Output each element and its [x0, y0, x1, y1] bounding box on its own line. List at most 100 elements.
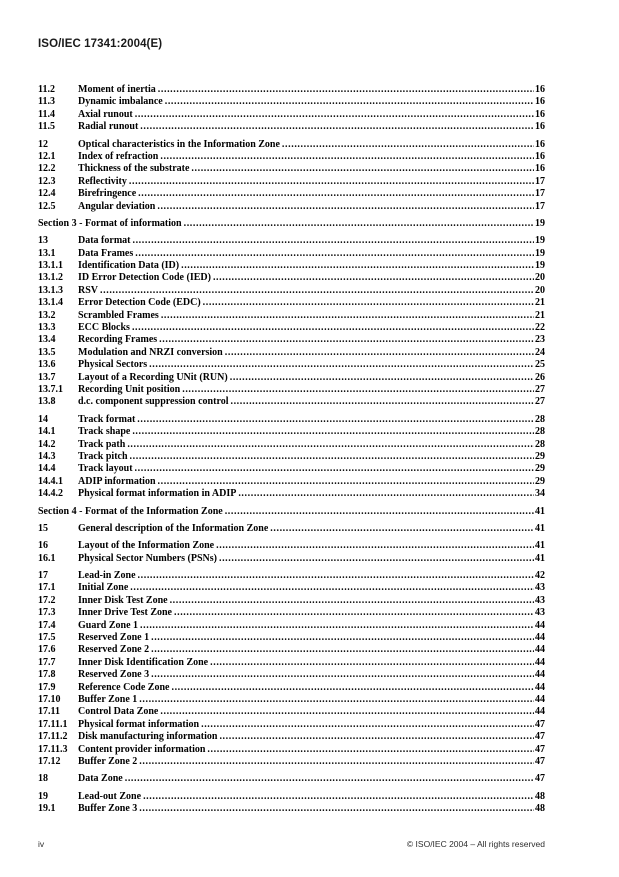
- toc-dot-leader: [230, 396, 534, 408]
- toc-entry-title: ECC Blocks: [78, 322, 130, 334]
- toc-entry: 13.8 d.c. component suppression control 27: [38, 396, 545, 408]
- toc-dot-leader: [170, 595, 534, 607]
- toc-entry: 17.8 Reserved Zone 3 44: [38, 669, 545, 681]
- toc-entry-title: Layout of the Information Zone: [78, 540, 215, 552]
- toc-entry: 11.5 Radial runout 16: [38, 121, 545, 133]
- toc-entry-number: 17.11.1: [38, 718, 68, 730]
- toc-entry-page-number: 29: [535, 475, 545, 487]
- toc-entry-number: 18: [38, 773, 48, 785]
- toc-entry-page-number: 44: [535, 632, 545, 644]
- toc-entry-page-number: 22: [535, 322, 545, 334]
- toc-dot-leader: [140, 121, 534, 133]
- toc-entry-number: 14.4.2: [38, 488, 63, 500]
- toc-entry: 13 Data format 19: [38, 235, 545, 247]
- toc-entry-number: 17.11.2: [38, 731, 68, 743]
- toc-entry: 16 Layout of the Information Zone 41: [38, 540, 545, 552]
- toc-entry-number: 13.4: [38, 334, 56, 346]
- toc-dot-leader: [181, 260, 534, 272]
- toc-entry-title: Section 3 - Format of information: [38, 217, 182, 229]
- toc-dot-leader: [207, 744, 534, 756]
- toc-entry-page-number: 26: [535, 371, 545, 383]
- toc-entry-page-number: 44: [535, 681, 545, 693]
- toc-entry-title: Guard Zone 1: [78, 619, 139, 631]
- toc-entry-title: Lead-in Zone: [78, 570, 136, 582]
- toc-entry: 17.7 Inner Disk Identification Zone 44: [38, 657, 545, 669]
- toc-entry-number: 14.4.1: [38, 475, 63, 487]
- toc-entry-page-number: 41: [535, 540, 545, 552]
- toc-entry: 13.7.1 Recording Unit position 27: [38, 384, 545, 396]
- toc-entry-page-number: 16: [535, 138, 545, 150]
- toc-entry: 14.4 Track layout 29: [38, 463, 545, 475]
- toc-entry-title: Buffer Zone 3: [78, 803, 138, 815]
- toc-entry-title: Data Frames: [78, 247, 134, 259]
- toc-entry-title: Data Zone: [78, 773, 123, 785]
- toc-entry: 13.1.4 Error Detection Code (EDC) 21: [38, 297, 545, 309]
- toc: 11.2 Moment of inertia 16 11.3 Dynamic imbal…: [38, 84, 545, 815]
- toc-entry-page-number: 16: [535, 96, 545, 108]
- toc-entry-page-number: 16: [535, 121, 545, 133]
- toc-dot-leader: [100, 285, 534, 297]
- toc-entry-title: Recording Unit position: [78, 383, 181, 395]
- toc-entry-number: 14.3: [38, 450, 56, 462]
- toc-entry-title: Index of refraction: [78, 150, 159, 162]
- toc-entry: 17.11 Control Data Zone 44: [38, 706, 545, 718]
- toc-group: 14 Track format 28 14.1 Track shape 28 14.2 Tra…: [38, 414, 545, 501]
- toc-entry-page-number: 41: [535, 522, 545, 534]
- toc-entry: 14 Track format 28: [38, 414, 545, 426]
- toc-entry-page-number: 19: [535, 235, 545, 247]
- toc-entry-title: Reserved Zone 3: [78, 669, 150, 681]
- toc-entry-title: Reference Code Zone: [78, 681, 170, 693]
- toc-entry-page-number: 28: [535, 413, 545, 425]
- toc-entry: 13.6 Physical Sectors 25: [38, 359, 545, 371]
- toc-entry-number: 11.2: [38, 84, 55, 95]
- toc-entry: 12.2 Thickness of the substrate 16: [38, 163, 545, 175]
- toc-entry-number: 13.6: [38, 359, 56, 371]
- toc-entry-title: General description of the Information Z…: [78, 522, 269, 534]
- toc-dot-leader: [230, 372, 534, 384]
- toc-entry-page-number: 16: [535, 150, 545, 162]
- toc-entry-title: Dynamic imbalance: [78, 96, 163, 108]
- toc-entry-page-number: 24: [535, 346, 545, 358]
- toc-entry-number: 12.4: [38, 188, 56, 200]
- toc-entry-page-number: 17: [535, 175, 545, 187]
- toc-dot-leader: [160, 151, 534, 163]
- toc-dot-leader: [191, 163, 534, 175]
- toc-group: 11.2 Moment of inertia 16 11.3 Dynamic imbal…: [38, 84, 545, 134]
- toc-entry-title: Initial Zone: [78, 582, 129, 594]
- toc-entry-number: 17.5: [38, 632, 56, 644]
- toc-entry-page-number: 29: [535, 450, 545, 462]
- toc-entry-number: 13.1.2: [38, 272, 63, 284]
- toc-entry: 12.1 Index of refraction 16: [38, 151, 545, 163]
- toc-entry-page-number: 41: [535, 505, 545, 517]
- toc-entry: 12.5 Angular deviation 17: [38, 201, 545, 213]
- toc-dot-leader: [125, 773, 534, 785]
- toc-entry-number: 17.10: [38, 693, 61, 705]
- toc-dot-leader: [135, 463, 534, 475]
- toc-dot-leader: [216, 540, 534, 552]
- toc-entry-number: 17.9: [38, 681, 56, 693]
- toc-entry-number: 19.1: [38, 803, 56, 815]
- toc-entry-number: 13.7: [38, 371, 56, 383]
- toc-entry: 13.1.2 ID Error Detection Code (IED) 20: [38, 272, 545, 284]
- toc-dot-leader: [182, 384, 534, 396]
- toc-entry-number: 17.11.3: [38, 743, 68, 755]
- toc-entry: 17.2 Inner Disk Test Zone 43: [38, 595, 545, 607]
- toc-entry-title: ID Error Detection Code (IED): [78, 272, 211, 284]
- toc-entry-number: 14.2: [38, 438, 56, 450]
- toc-entry: 15 General description of the Information…: [38, 523, 545, 535]
- toc-entry: 13.2 Scrambled Frames 21: [38, 310, 545, 322]
- toc-group: 16 Layout of the Information Zone 41 16.1 Ph…: [38, 540, 545, 565]
- toc-dot-leader: [157, 201, 534, 213]
- toc-group: 18 Data Zone 47: [38, 773, 545, 785]
- toc-entry-page-number: 48: [535, 803, 545, 815]
- toc-entry-title: Track shape: [78, 426, 131, 438]
- toc-entry-number: 13.1: [38, 247, 56, 259]
- toc-dot-leader: [129, 176, 534, 188]
- toc-entry-number: 12.2: [38, 163, 56, 175]
- toc-entry-page-number: 25: [535, 359, 545, 371]
- toc-entry-page-number: 23: [535, 334, 545, 346]
- toc-entry-page-number: 17: [535, 200, 545, 212]
- toc-dot-leader: [139, 694, 534, 706]
- page-header: ISO/IEC 17341:2004(E): [38, 38, 162, 50]
- toc-dot-leader: [282, 139, 534, 151]
